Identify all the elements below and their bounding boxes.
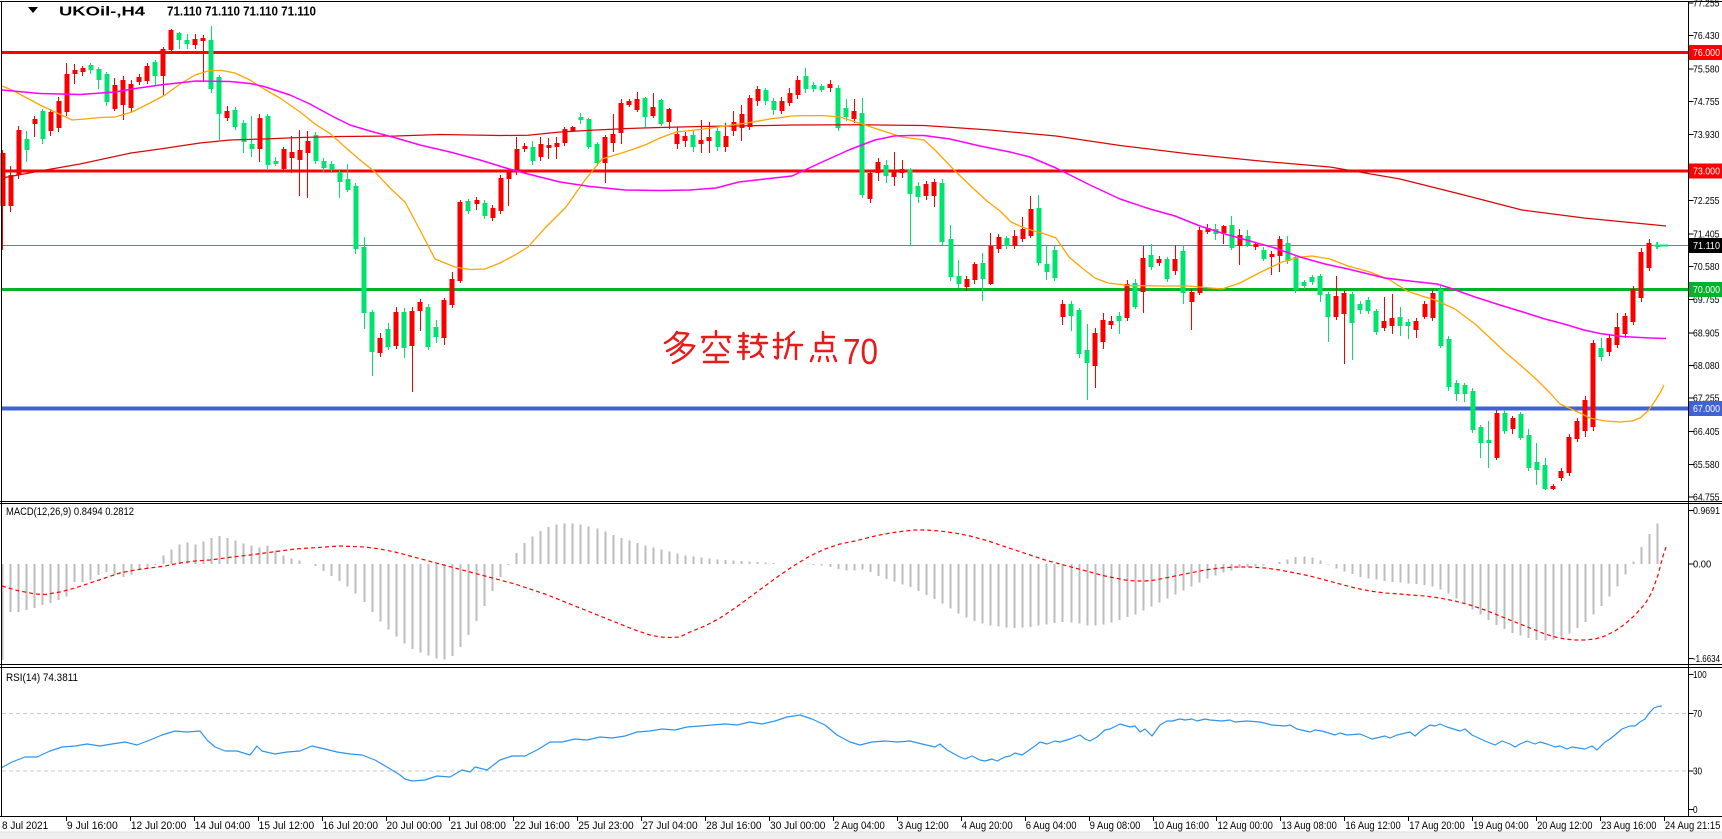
- svg-text:77.255: 77.255: [1693, 0, 1720, 10]
- svg-text:71.110 71.110 71.110 71.110: 71.110 71.110 71.110 71.110: [167, 4, 316, 19]
- svg-text:67.000: 67.000: [1693, 403, 1720, 415]
- svg-text:22 Jul 16:00: 22 Jul 16:00: [514, 820, 569, 832]
- svg-text:19 Aug 04:00: 19 Aug 04:00: [1473, 820, 1528, 832]
- svg-text:20 Jul 00:00: 20 Jul 00:00: [387, 820, 442, 832]
- svg-text:66.405: 66.405: [1693, 426, 1720, 438]
- svg-text:71.110: 71.110: [1693, 240, 1720, 252]
- svg-text:30 Jul 00:00: 30 Jul 00:00: [770, 820, 825, 832]
- svg-text:30: 30: [1693, 766, 1702, 778]
- svg-text:28 Jul 16:00: 28 Jul 16:00: [706, 820, 761, 832]
- svg-text:72.255: 72.255: [1693, 195, 1720, 207]
- svg-text:12 Jul 20:00: 12 Jul 20:00: [131, 820, 186, 832]
- svg-text:13 Aug 08:00: 13 Aug 08:00: [1281, 820, 1336, 832]
- svg-text:100: 100: [1693, 669, 1707, 681]
- svg-text:0.00: 0.00: [1693, 559, 1711, 571]
- svg-text:-1.6634: -1.6634: [1693, 653, 1720, 665]
- svg-text:UKOil-,H4: UKOil-,H4: [59, 4, 146, 19]
- svg-text:76.000: 76.000: [1693, 47, 1720, 59]
- svg-text:16 Jul 20:00: 16 Jul 20:00: [323, 820, 378, 832]
- svg-text:74.755: 74.755: [1693, 96, 1720, 108]
- svg-text:71.405: 71.405: [1693, 229, 1720, 241]
- svg-text:20 Aug 12:00: 20 Aug 12:00: [1537, 820, 1592, 832]
- svg-text:4 Aug 20:00: 4 Aug 20:00: [962, 820, 1013, 832]
- svg-text:24 Aug 21:15: 24 Aug 21:15: [1665, 820, 1720, 832]
- svg-text:70: 70: [1693, 708, 1702, 720]
- svg-text:73.930: 73.930: [1693, 129, 1720, 141]
- svg-text:10 Aug 16:00: 10 Aug 16:00: [1154, 820, 1209, 832]
- svg-text:65.580: 65.580: [1693, 459, 1720, 471]
- svg-text:8 Jul 2021: 8 Jul 2021: [2, 820, 48, 832]
- svg-text:75.580: 75.580: [1693, 64, 1720, 76]
- svg-text:17 Aug 20:00: 17 Aug 20:00: [1409, 820, 1464, 832]
- svg-text:6 Aug 04:00: 6 Aug 04:00: [1026, 820, 1077, 832]
- svg-text:70: 70: [843, 331, 878, 372]
- svg-text:68.080: 68.080: [1693, 360, 1720, 372]
- svg-text:25 Jul 23:00: 25 Jul 23:00: [578, 820, 633, 832]
- svg-text:16 Aug 12:00: 16 Aug 12:00: [1345, 820, 1400, 832]
- svg-text:64.755: 64.755: [1693, 491, 1720, 503]
- svg-text:12 Aug 00:00: 12 Aug 00:00: [1217, 820, 1272, 832]
- svg-text:27 Jul 04:00: 27 Jul 04:00: [642, 820, 697, 832]
- svg-text:15 Jul 12:00: 15 Jul 12:00: [259, 820, 314, 832]
- svg-text:9 Jul 16:00: 9 Jul 16:00: [67, 820, 118, 832]
- svg-text:70.580: 70.580: [1693, 261, 1720, 273]
- svg-text:76.430: 76.430: [1693, 30, 1720, 42]
- svg-text:9 Aug 08:00: 9 Aug 08:00: [1090, 820, 1141, 832]
- svg-text:70.000: 70.000: [1693, 284, 1720, 296]
- svg-text:68.905: 68.905: [1693, 327, 1720, 339]
- svg-text:0: 0: [1693, 804, 1698, 816]
- svg-text:14 Jul 04:00: 14 Jul 04:00: [195, 820, 250, 832]
- svg-text:0.9691: 0.9691: [1693, 505, 1720, 517]
- svg-text:3 Aug 12:00: 3 Aug 12:00: [898, 820, 949, 832]
- svg-text:73.000: 73.000: [1693, 166, 1720, 178]
- svg-text:RSI(14) 74.3811: RSI(14) 74.3811: [6, 672, 78, 684]
- svg-text:21 Jul 08:00: 21 Jul 08:00: [450, 820, 505, 832]
- svg-text:MACD(12,26,9) 0.8494 0.2812: MACD(12,26,9) 0.8494 0.2812: [6, 506, 134, 518]
- svg-text:2 Aug 04:00: 2 Aug 04:00: [834, 820, 885, 832]
- svg-text:23 Aug 16:00: 23 Aug 16:00: [1601, 820, 1656, 832]
